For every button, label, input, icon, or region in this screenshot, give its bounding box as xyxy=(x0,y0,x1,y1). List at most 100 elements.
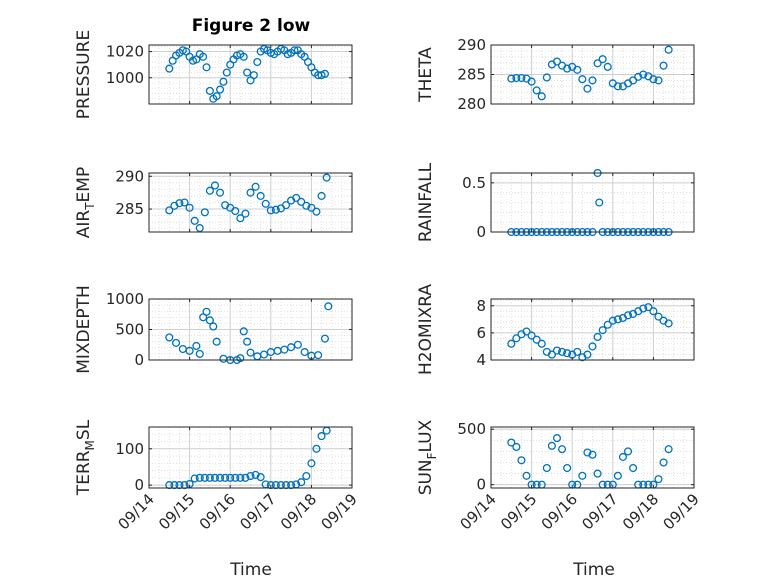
data-point xyxy=(659,61,668,70)
data-point xyxy=(251,470,260,479)
data-point xyxy=(236,354,245,363)
data-point xyxy=(598,326,607,335)
data-point xyxy=(205,86,214,95)
data-point xyxy=(261,199,270,208)
data-series xyxy=(507,303,673,362)
data-point xyxy=(317,432,326,441)
data-point xyxy=(552,346,562,355)
x-tick-label: 09/16 xyxy=(538,490,581,533)
data-point xyxy=(281,201,291,210)
data-point xyxy=(200,473,209,482)
data-point xyxy=(249,71,258,80)
data-point xyxy=(618,452,627,461)
data-point xyxy=(320,69,329,78)
data-point xyxy=(292,193,301,202)
y-tick-label: 500 xyxy=(457,420,486,438)
data-point xyxy=(512,442,521,452)
data-point xyxy=(239,52,248,61)
data-point xyxy=(219,77,228,86)
data-point xyxy=(563,463,572,473)
data-point xyxy=(180,198,189,207)
data-point xyxy=(664,445,673,454)
data-point xyxy=(324,302,333,311)
data-point xyxy=(557,445,567,454)
y-tick-label: 285 xyxy=(457,66,486,84)
data-point xyxy=(256,473,265,482)
data-point xyxy=(649,307,658,316)
y-tick-label: 290 xyxy=(457,36,486,54)
data-point xyxy=(613,315,622,324)
y-tick-label: 0.5 xyxy=(462,174,486,192)
data-point xyxy=(527,331,536,340)
data-point xyxy=(221,473,230,482)
x-tick-label: 09/18 xyxy=(277,490,320,533)
subplot-2: 280 285 290 THETA xyxy=(416,36,695,113)
x-tick-label: 09/19 xyxy=(660,490,703,533)
data-point xyxy=(210,181,220,190)
data-point xyxy=(583,350,592,359)
data-point xyxy=(241,209,250,218)
data-point xyxy=(205,186,214,195)
data-point xyxy=(593,59,602,68)
data-point xyxy=(280,345,289,354)
data-point xyxy=(172,338,181,347)
data-point xyxy=(583,448,592,457)
data-series xyxy=(165,302,333,364)
data-point xyxy=(547,350,556,359)
data-point xyxy=(603,320,612,329)
y-tick-label: 280 xyxy=(457,95,486,113)
y-tick-label: 285 xyxy=(115,200,144,218)
data-point xyxy=(216,85,225,94)
y-axis-label: RAINFALL xyxy=(416,162,436,242)
y-axis-label: TERRMSL xyxy=(74,419,97,496)
data-point xyxy=(552,57,562,66)
data-point xyxy=(216,473,225,482)
y-tick-label: 6 xyxy=(476,324,486,342)
data-point xyxy=(654,76,663,85)
x-tick-label: 09/15 xyxy=(497,490,540,533)
x-tick-label: 09/17 xyxy=(236,490,279,533)
data-point xyxy=(623,311,633,320)
axes-box xyxy=(490,298,695,361)
data-point xyxy=(236,473,245,482)
data-point xyxy=(202,307,211,316)
y-tick-label: 4 xyxy=(476,351,486,369)
data-point xyxy=(517,456,526,465)
data-point xyxy=(307,203,316,212)
data-point xyxy=(322,173,331,182)
data-point xyxy=(629,463,638,473)
y-tick-label: 500 xyxy=(115,321,144,339)
x-tick-label: 09/15 xyxy=(155,490,198,533)
x-axis-label-right: Time xyxy=(572,560,615,580)
data-point xyxy=(563,349,572,358)
axes-box xyxy=(148,44,353,105)
data-point xyxy=(293,340,302,349)
data-point xyxy=(266,206,275,215)
data-series xyxy=(165,173,331,233)
y-tick-label: 1020 xyxy=(106,43,144,61)
y-axis-label: SUNFLUX xyxy=(416,419,439,495)
axes-box xyxy=(148,426,353,489)
y-tick-label: 290 xyxy=(115,167,144,185)
data-point xyxy=(649,75,658,84)
subplot-3: 285 290 AIRTEMP xyxy=(74,167,353,238)
data-point xyxy=(195,224,204,233)
data-point xyxy=(613,82,622,91)
data-point xyxy=(195,349,204,358)
data-point xyxy=(522,327,531,336)
data-point xyxy=(302,201,311,210)
data-point xyxy=(320,334,329,343)
data-point xyxy=(185,203,194,212)
data-point xyxy=(634,72,643,81)
data-series xyxy=(507,45,673,101)
data-point xyxy=(654,475,663,484)
y-axis-label: H2OMIXRA xyxy=(416,284,436,375)
data-point xyxy=(603,62,612,71)
y-tick-label: 0 xyxy=(476,223,486,241)
data-point xyxy=(251,182,260,191)
subplot-5: 0 500 1000 MIXDEPTH xyxy=(74,285,353,374)
data-point xyxy=(312,207,321,216)
data-point xyxy=(573,347,582,356)
data-point xyxy=(522,471,531,480)
